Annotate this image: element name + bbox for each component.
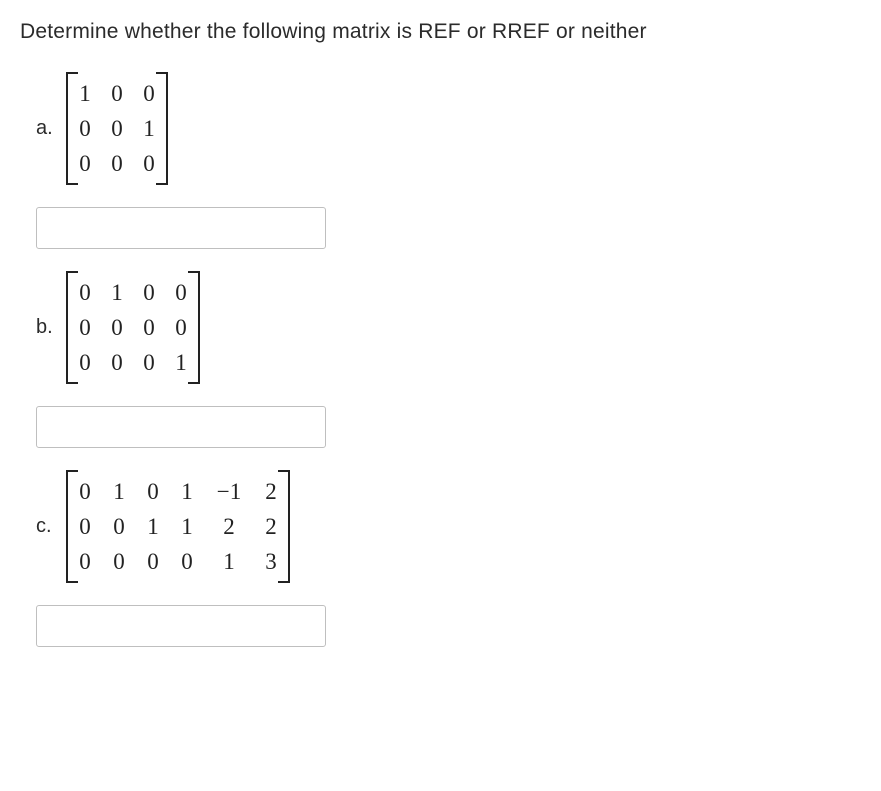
matrix-cell: −1 (214, 480, 244, 503)
matrix-cell: 2 (264, 515, 278, 538)
matrix-a-body: 1 0 0 0 0 1 0 0 0 (78, 72, 156, 185)
matrix-cell: 1 (110, 281, 124, 304)
part-a: a. 1 0 0 0 0 1 0 0 0 (20, 72, 861, 249)
part-a-label: a. (36, 117, 56, 140)
matrix-cell: 0 (78, 550, 92, 573)
answer-input-a[interactable] (36, 207, 326, 249)
matrix-cell: 0 (110, 152, 124, 175)
matrix-cell: 1 (146, 515, 160, 538)
matrix-cell: 0 (78, 316, 92, 339)
answer-input-c-wrap (36, 605, 861, 647)
matrix-cell: 0 (78, 480, 92, 503)
matrix-cell: 0 (142, 152, 156, 175)
matrix-cell: 2 (264, 480, 278, 503)
matrix-cell: 0 (78, 117, 92, 140)
answer-input-b[interactable] (36, 406, 326, 448)
matrix-cell: 0 (142, 351, 156, 374)
matrix-cell: 0 (78, 515, 92, 538)
matrix-a-row-2: 0 0 0 (78, 146, 156, 181)
matrix-cell: 1 (180, 515, 194, 538)
matrix-cell: 1 (78, 82, 92, 105)
matrix-cell: 0 (142, 82, 156, 105)
matrix-cell: 1 (112, 480, 126, 503)
matrix-cell: 0 (112, 515, 126, 538)
part-c-row: c. 0 1 0 1 −1 2 0 0 1 1 2 2 (36, 470, 861, 583)
part-a-row: a. 1 0 0 0 0 1 0 0 0 (36, 72, 861, 185)
question-text: Determine whether the following matrix i… (20, 20, 861, 44)
bracket-left-icon (66, 72, 78, 185)
bracket-left-icon (66, 470, 78, 583)
matrix-cell: 0 (78, 281, 92, 304)
matrix-cell: 2 (214, 515, 244, 538)
matrix-c-row-2: 0 0 0 0 1 3 (78, 544, 278, 579)
matrix-cell: 0 (146, 480, 160, 503)
matrix-cell: 0 (174, 316, 188, 339)
matrix-cell: 1 (142, 117, 156, 140)
matrix-b-row-1: 0 0 0 0 (78, 310, 188, 345)
matrix-c-body: 0 1 0 1 −1 2 0 0 1 1 2 2 0 0 (78, 470, 278, 583)
matrix-cell: 0 (78, 152, 92, 175)
matrix-cell: 0 (142, 316, 156, 339)
matrix-cell: 0 (112, 550, 126, 573)
matrix-b-body: 0 1 0 0 0 0 0 0 0 0 0 1 (78, 271, 188, 384)
matrix-cell: 1 (174, 351, 188, 374)
part-b-row: b. 0 1 0 0 0 0 0 0 0 0 0 (36, 271, 861, 384)
matrix-a-row-0: 1 0 0 (78, 76, 156, 111)
matrix-a: 1 0 0 0 0 1 0 0 0 (66, 72, 168, 185)
matrix-c: 0 1 0 1 −1 2 0 0 1 1 2 2 0 0 (66, 470, 290, 583)
matrix-cell: 0 (180, 550, 194, 573)
answer-input-c[interactable] (36, 605, 326, 647)
matrix-cell: 0 (174, 281, 188, 304)
matrix-cell: 1 (180, 480, 194, 503)
bracket-left-icon (66, 271, 78, 384)
matrix-b-row-0: 0 1 0 0 (78, 275, 188, 310)
matrix-cell: 0 (110, 351, 124, 374)
part-b: b. 0 1 0 0 0 0 0 0 0 0 0 (20, 271, 861, 448)
answer-input-a-wrap (36, 207, 861, 249)
matrix-cell: 0 (110, 316, 124, 339)
part-c-label: c. (36, 515, 56, 538)
answer-input-b-wrap (36, 406, 861, 448)
matrix-cell: 0 (142, 281, 156, 304)
bracket-right-icon (278, 470, 290, 583)
matrix-c-row-0: 0 1 0 1 −1 2 (78, 474, 278, 509)
matrix-cell: 0 (110, 82, 124, 105)
matrix-b: 0 1 0 0 0 0 0 0 0 0 0 1 (66, 271, 200, 384)
matrix-c-row-1: 0 0 1 1 2 2 (78, 509, 278, 544)
matrix-b-row-2: 0 0 0 1 (78, 345, 188, 380)
part-c: c. 0 1 0 1 −1 2 0 0 1 1 2 2 (20, 470, 861, 647)
matrix-a-row-1: 0 0 1 (78, 111, 156, 146)
matrix-cell: 1 (214, 550, 244, 573)
bracket-right-icon (156, 72, 168, 185)
part-b-label: b. (36, 316, 56, 339)
bracket-right-icon (188, 271, 200, 384)
matrix-cell: 0 (146, 550, 160, 573)
matrix-cell: 0 (110, 117, 124, 140)
matrix-cell: 3 (264, 550, 278, 573)
matrix-cell: 0 (78, 351, 92, 374)
